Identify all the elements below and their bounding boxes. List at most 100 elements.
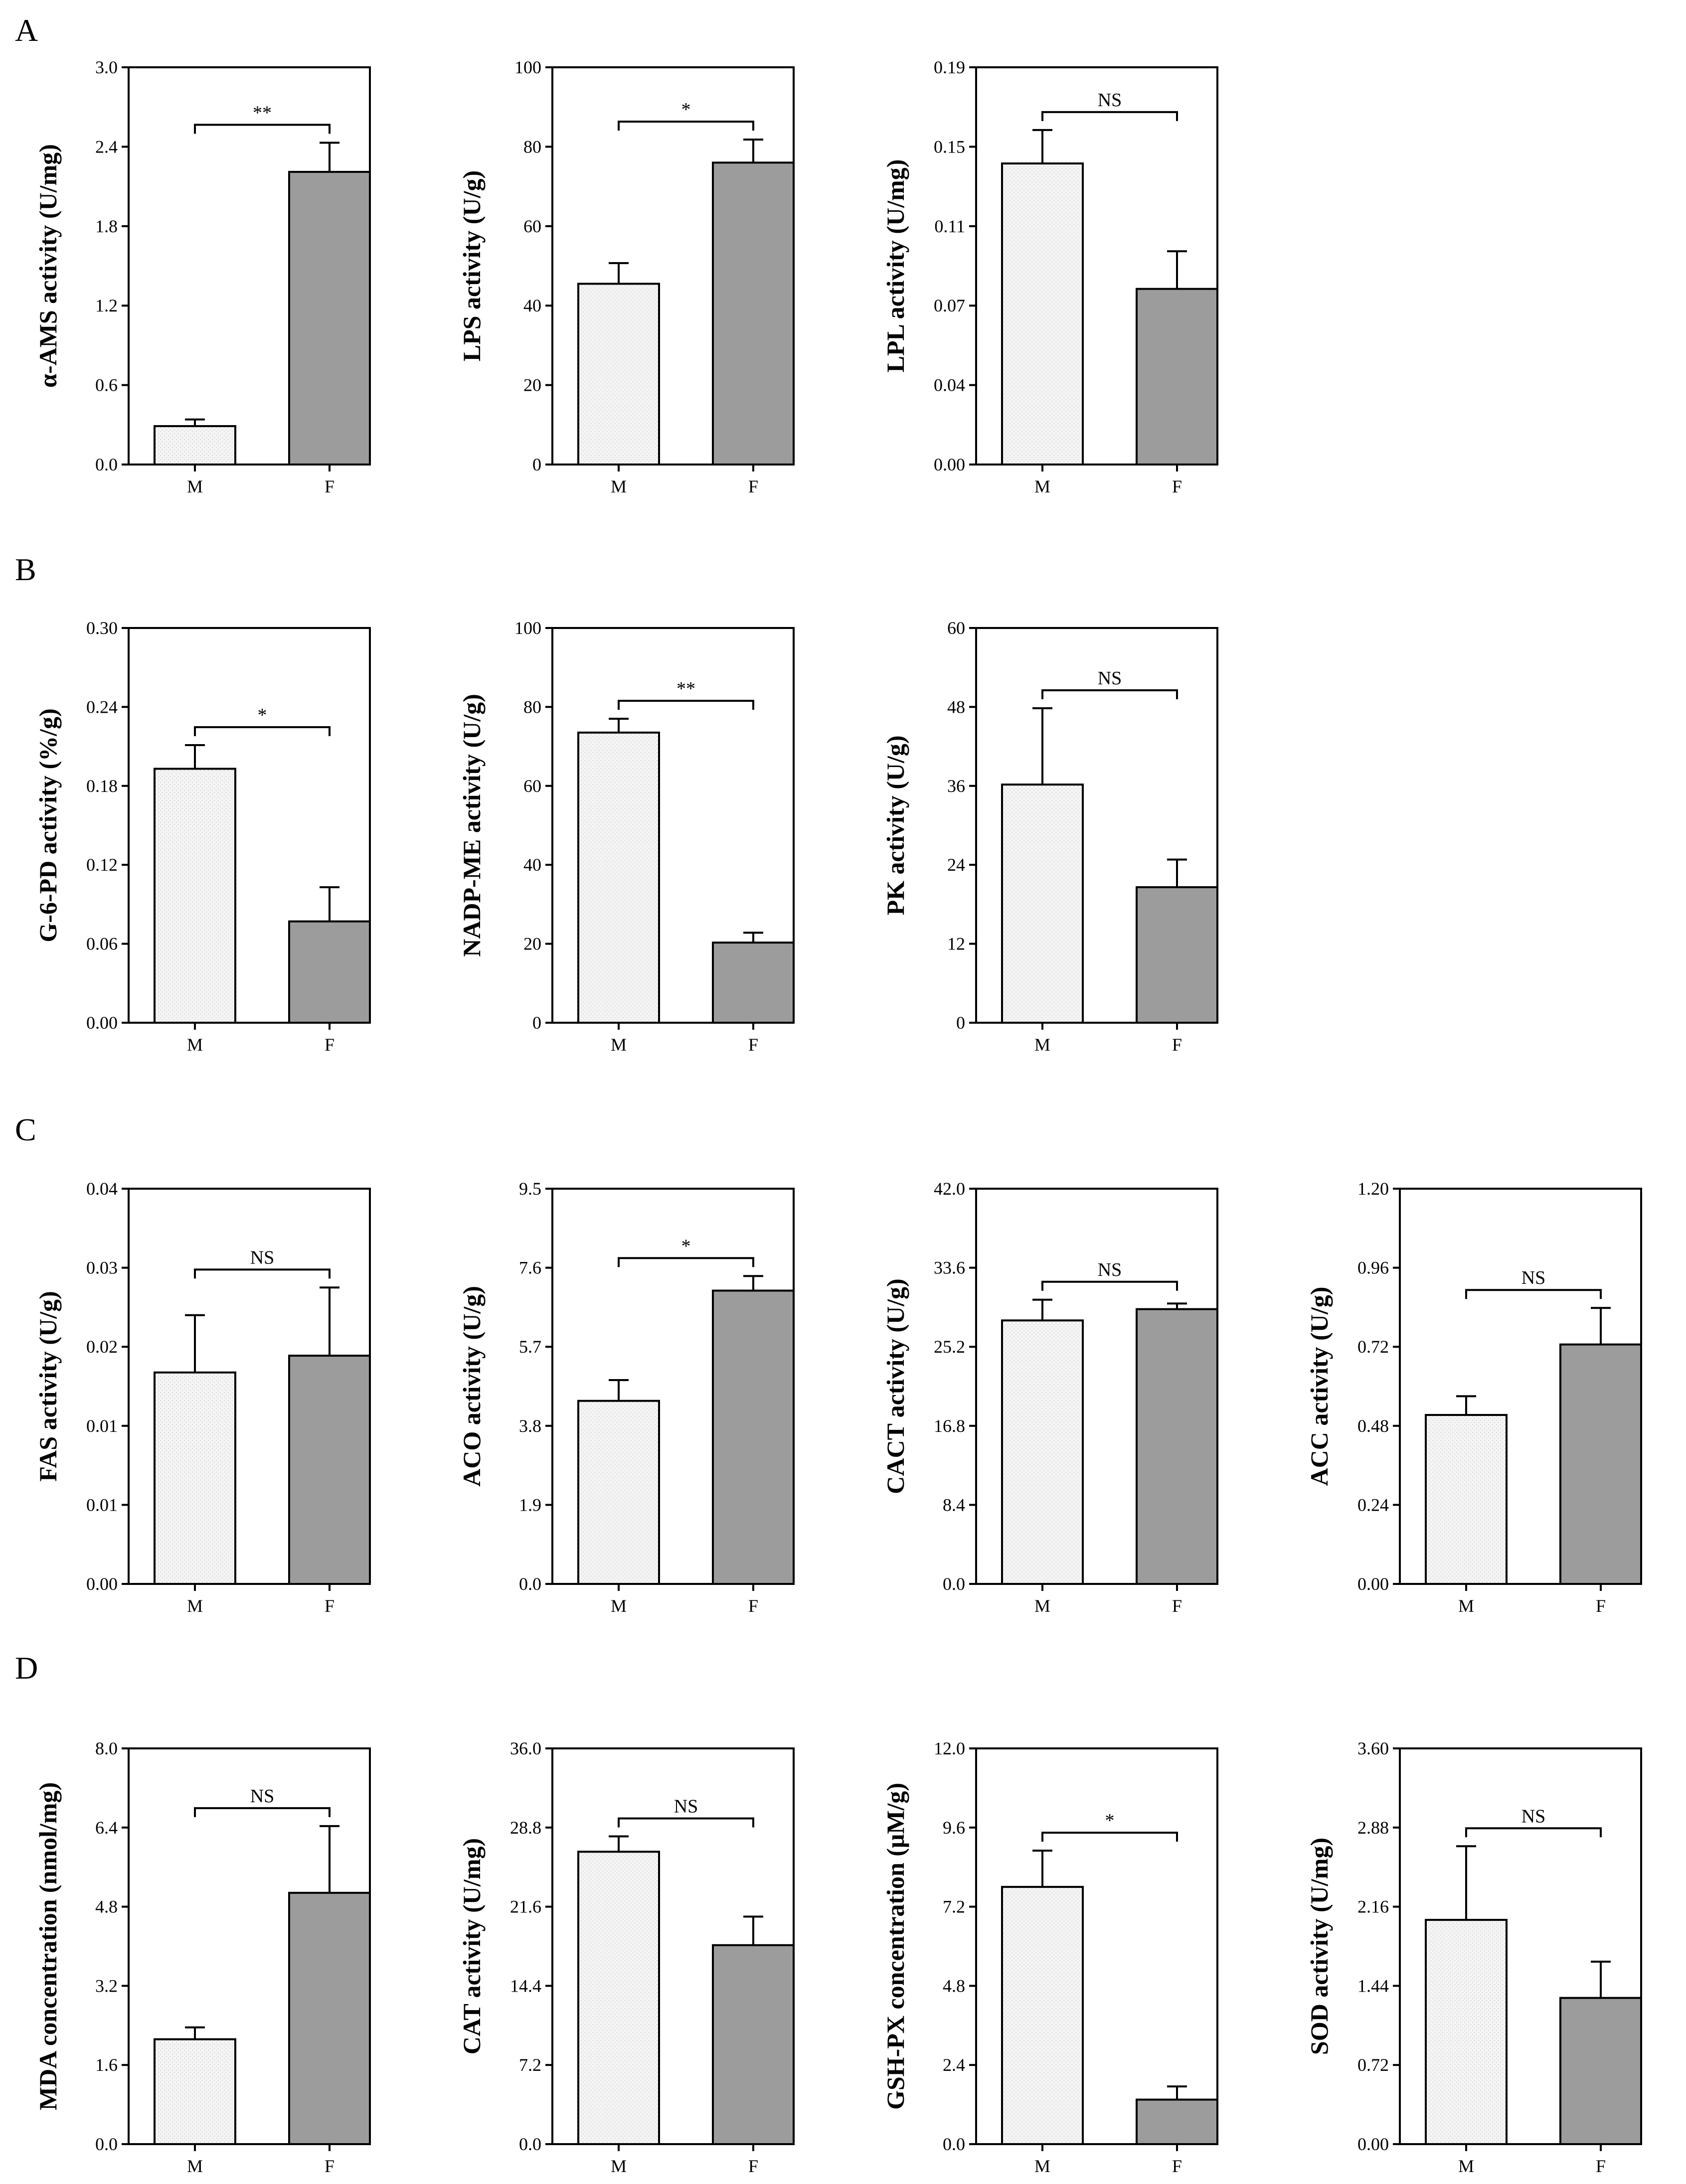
y-tick-label: 60	[947, 618, 965, 638]
bar-m	[1001, 783, 1084, 1024]
y-tick-label: 0	[532, 1013, 541, 1033]
y-tick-label: 3.2	[95, 1976, 118, 1996]
y-tick-label: 0.48	[1357, 1416, 1389, 1436]
bar-f	[1136, 2098, 1218, 2145]
plot-frame	[551, 1188, 795, 1585]
y-tick-label: 1.20	[1357, 1179, 1389, 1199]
y-axis-label: NADP-ME activity (U/g)	[458, 694, 486, 957]
y-axis-label: CACT activity (U/g)	[881, 1278, 909, 1494]
y-tick-label: 6.4	[95, 1818, 118, 1838]
significance-bracket	[1465, 1827, 1602, 1838]
x-category-label-f: F	[325, 476, 335, 496]
significance-bracket	[194, 1807, 331, 1817]
y-axis-label: MDA concentration (nmol/mg)	[34, 1782, 62, 2110]
y-axis-label: LPS activity (U/g)	[458, 170, 486, 361]
bar-f	[712, 941, 795, 1024]
chart-7: NS 0.00 0.01 0.01 0.02 0.03 0.04 M F FAS activity…	[34, 1179, 371, 1616]
x-category-label-m: M	[1034, 1596, 1050, 1616]
y-axis-label: PK activity (U/g)	[881, 735, 909, 915]
bar-m	[577, 283, 660, 466]
y-tick-label: 0.00	[934, 455, 965, 474]
charts-group: **0.00.61.21.82.43.0M Fα-AMS activity (U/…	[34, 57, 1642, 2176]
y-tick-label: 3.0	[95, 57, 118, 77]
y-tick-label: 1.6	[95, 2055, 118, 2075]
bar-f	[288, 1355, 371, 1585]
plot-frame	[551, 627, 795, 1024]
panel-letter-b: B	[15, 552, 36, 587]
significance-label: *	[258, 705, 267, 726]
y-tick-label: 0.07	[934, 296, 965, 315]
y-tick-label: 0.19	[934, 57, 965, 77]
chart-5: ** 0 20 40 60 80 100 M F NADP-ME activity (U/g)	[458, 618, 795, 1055]
bar-m	[1001, 162, 1084, 466]
y-tick-label: 0.0	[95, 455, 118, 474]
y-tick-label: 4.8	[95, 1897, 118, 1917]
y-axis-label: CAT activity (U/mg)	[458, 1838, 486, 2054]
y-tick-label: 8.0	[95, 1738, 118, 1758]
panel-letter-c: C	[15, 1112, 36, 1147]
plot-frame	[551, 1747, 795, 2145]
y-tick-label: 0.04	[934, 375, 965, 395]
chart-3: NS 0.00 0.04 0.07 0.11 0.15 0.19 M F LPL activity…	[881, 57, 1218, 496]
y-tick-label: 12.0	[934, 1738, 965, 1758]
x-category-label-m: M	[611, 2156, 627, 2176]
significance-bracket	[1041, 1832, 1178, 1842]
y-axis-label: FAS activity (U/g)	[34, 1291, 62, 1481]
y-tick-label: 2.16	[1357, 1897, 1389, 1917]
significance-bracket	[1465, 1289, 1602, 1299]
y-axis-label: ACC activity (U/g)	[1305, 1287, 1333, 1486]
panel-letter-d: D	[15, 1650, 38, 1686]
y-tick-label: 9.5	[519, 1179, 541, 1199]
x-category-label-m: M	[1458, 1596, 1474, 1616]
x-category-label-m: M	[187, 1035, 203, 1055]
y-axis-label: G-6-PD activity (%/g)	[34, 708, 62, 942]
significance-label: **	[676, 678, 695, 699]
x-category-label-m: M	[1034, 1035, 1050, 1055]
bar-f	[1136, 288, 1218, 466]
significance-label: NS	[674, 1796, 698, 1817]
y-tick-label: 28.8	[510, 1818, 541, 1838]
significance-label: NS	[1521, 1267, 1546, 1288]
significance-bracket	[1041, 111, 1178, 121]
plot-frame	[975, 66, 1218, 466]
bar-f	[712, 161, 795, 466]
y-tick-label: 0.01	[86, 1495, 118, 1515]
y-tick-label: 3.60	[1357, 1738, 1389, 1758]
y-tick-label: 0.00	[86, 1013, 118, 1033]
y-tick-label: 0.72	[1357, 1337, 1389, 1357]
plot-frame	[128, 627, 371, 1024]
plot-frame	[1399, 1747, 1642, 2145]
y-tick-label: 9.6	[943, 1818, 965, 1838]
y-tick-label: 1.2	[95, 296, 118, 315]
y-tick-label: 0.15	[934, 137, 965, 156]
x-category-label-f: F	[325, 1596, 335, 1616]
significance-label: NS	[250, 1786, 275, 1807]
panel-letter-a: A	[15, 12, 38, 48]
bar-m	[154, 2038, 236, 2146]
significance-label: *	[681, 1236, 691, 1256]
bar-f	[712, 1289, 795, 1585]
y-tick-label: 0.18	[86, 776, 118, 796]
y-tick-label: 20	[523, 375, 541, 395]
y-tick-label: 2.4	[95, 137, 118, 156]
y-tick-label: 100	[514, 57, 541, 77]
y-axis-label: GSH-PX concentration (μM/g)	[881, 1783, 909, 2110]
significance-bracket	[1041, 689, 1178, 700]
significance-label: NS	[1098, 668, 1122, 689]
y-tick-label: 0	[956, 1013, 965, 1033]
y-tick-label: 0.00	[1357, 2134, 1389, 2154]
y-tick-label: 0.0	[943, 2134, 965, 2154]
y-tick-label: 80	[523, 697, 541, 717]
bar-m	[154, 768, 236, 1024]
significance-label: NS	[250, 1247, 275, 1268]
x-category-label-m: M	[187, 1596, 203, 1616]
y-tick-label: 20	[523, 934, 541, 954]
chart-13: * 0.0 2.4 4.8 7.2 9.6 12.0 M F GSH-PX concentrati…	[881, 1738, 1218, 2176]
bar-f	[288, 1891, 371, 2146]
y-axis-label: ACO activity (U/g)	[458, 1286, 486, 1487]
significance-bracket	[194, 1268, 331, 1279]
y-tick-label: 0	[532, 455, 541, 474]
y-tick-label: 1.8	[95, 216, 118, 236]
y-tick-label: 0.0	[519, 1574, 541, 1594]
x-category-label-f: F	[1172, 2156, 1182, 2176]
